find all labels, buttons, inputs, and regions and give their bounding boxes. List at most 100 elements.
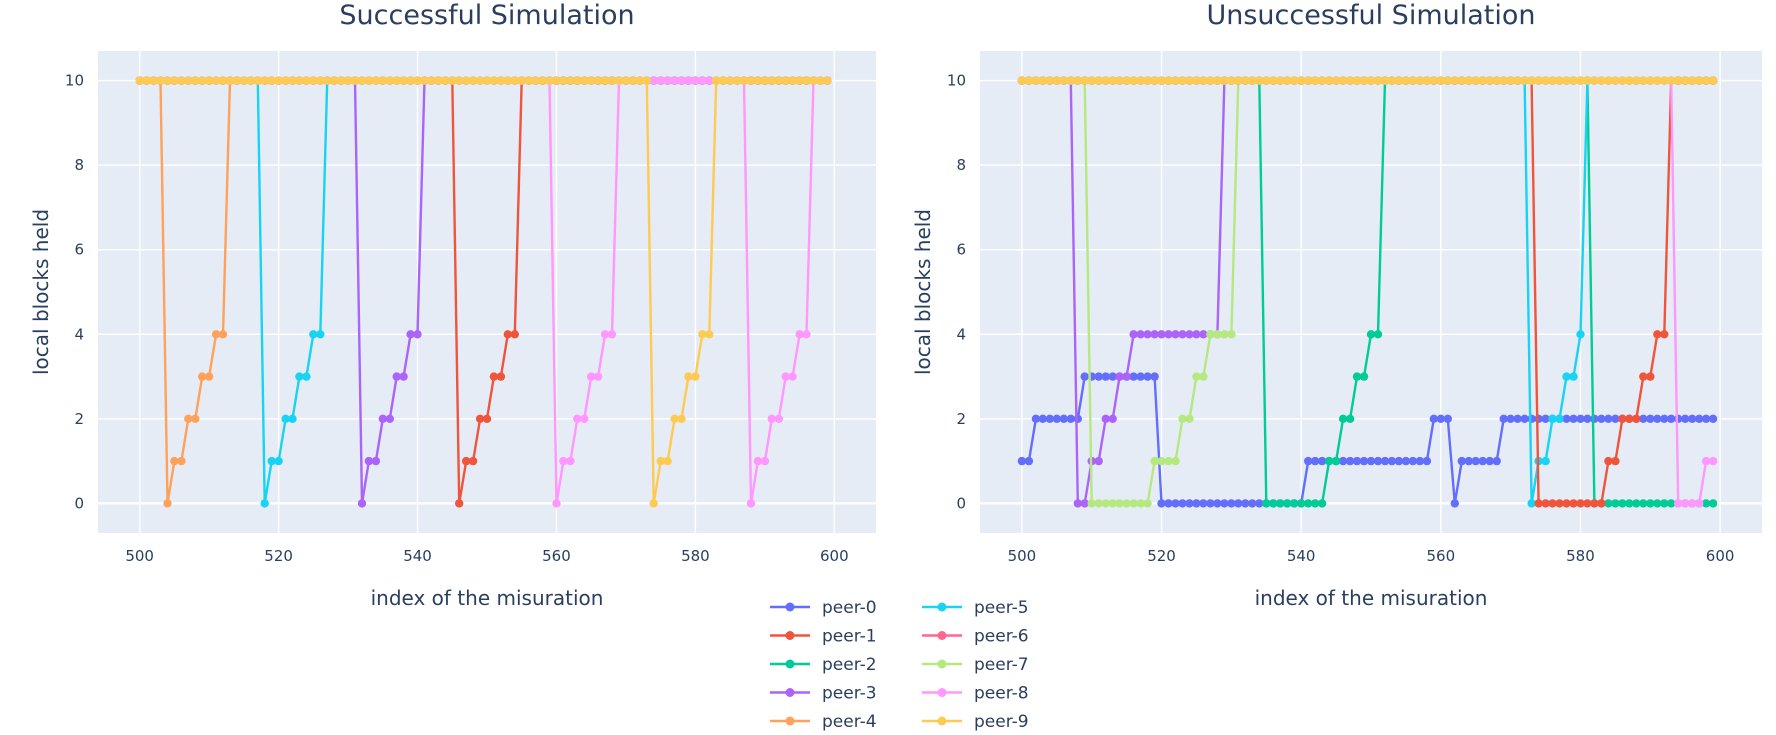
data-point: [1667, 414, 1676, 423]
data-point: [1548, 499, 1557, 508]
data-point: [1227, 330, 1236, 339]
legend-marker: [937, 659, 947, 669]
data-point: [1618, 76, 1627, 85]
data-point: [1150, 372, 1159, 381]
series-peer-9: [1017, 76, 1718, 85]
data-point: [288, 414, 297, 423]
legend-item-peer-3[interactable]: peer-3: [770, 684, 877, 704]
legend-item-peer-6[interactable]: peer-6: [922, 627, 1029, 647]
data-point: [1667, 76, 1676, 85]
data-point: [1359, 76, 1369, 85]
data-point: [573, 76, 582, 85]
data-point: [1136, 330, 1145, 339]
legend-item-peer-9[interactable]: peer-9: [922, 712, 1029, 732]
legend-label: peer-5: [974, 598, 1029, 618]
data-point: [760, 76, 770, 85]
legend-label: peer-0: [822, 598, 877, 618]
data-point: [746, 76, 756, 85]
data-point: [1688, 414, 1697, 423]
data-point: [1129, 499, 1138, 508]
data-point: [1136, 76, 1145, 85]
data-point: [1178, 499, 1187, 508]
data-point: [1548, 76, 1557, 85]
data-point: [260, 499, 269, 508]
plot-successful: 500 520 540 560 580 600 0 2 4 6 8 10 Successful Simu…: [29, 0, 876, 610]
data-point: [1185, 414, 1194, 423]
data-point: [170, 456, 179, 466]
data-point: [1157, 456, 1166, 466]
legend-label: peer-7: [974, 655, 1029, 675]
data-point: [684, 372, 693, 381]
plot-background: [980, 51, 1762, 533]
data-point: [524, 76, 533, 85]
legend-item-peer-0[interactable]: peer-0: [770, 598, 877, 618]
data-point: [1506, 414, 1515, 423]
data-point: [1178, 76, 1187, 85]
data-point: [593, 372, 603, 381]
data-point: [149, 76, 158, 85]
data-point: [809, 76, 818, 85]
data-point: [1366, 76, 1376, 85]
data-point: [1520, 414, 1529, 423]
data-point: [1220, 76, 1229, 85]
data-point: [1611, 499, 1620, 508]
data-point: [1331, 456, 1341, 466]
data-point: [1262, 76, 1271, 85]
data-point: [1017, 76, 1027, 85]
data-point: [1199, 372, 1208, 381]
data-point: [698, 76, 707, 85]
x-tick-label: 580: [681, 547, 710, 565]
data-point: [1359, 456, 1369, 466]
data-point: [135, 76, 144, 85]
data-point: [1695, 414, 1704, 423]
legend-item-peer-8[interactable]: peer-8: [922, 684, 1029, 704]
data-point: [1045, 76, 1055, 85]
data-point: [1024, 456, 1034, 466]
data-point: [1101, 499, 1110, 508]
data-point: [774, 76, 783, 85]
data-point: [649, 499, 658, 508]
data-point: [1338, 76, 1348, 85]
data-point: [1597, 414, 1606, 423]
data-point: [1129, 76, 1138, 85]
legend-item-peer-7[interactable]: peer-7: [922, 655, 1029, 675]
y-tick-label: 8: [74, 156, 84, 174]
data-point: [406, 76, 415, 85]
data-point: [1478, 76, 1487, 85]
data-point: [1681, 499, 1690, 508]
data-point: [1199, 330, 1208, 339]
data-point: [1157, 76, 1166, 85]
data-point: [462, 456, 471, 466]
data-point: [1583, 499, 1592, 508]
data-point: [309, 76, 318, 85]
data-point: [1150, 456, 1159, 466]
data-point: [1415, 76, 1425, 85]
data-point: [1129, 372, 1138, 381]
data-point: [1443, 414, 1453, 423]
data-point: [1087, 499, 1096, 508]
data-point: [316, 330, 325, 339]
legend-item-peer-1[interactable]: peer-1: [770, 627, 877, 647]
data-point: [1317, 76, 1327, 85]
x-axis-title: index of the misuration: [1255, 586, 1488, 610]
data-point: [1485, 76, 1494, 85]
data-point: [1569, 76, 1578, 85]
y-tick-label: 0: [956, 494, 966, 512]
data-point: [503, 330, 512, 339]
data-point: [1569, 414, 1578, 423]
legend-item-peer-5[interactable]: peer-5: [922, 598, 1029, 618]
legend-item-peer-2[interactable]: peer-2: [770, 655, 877, 675]
data-point: [1310, 76, 1320, 85]
data-point: [1534, 499, 1543, 508]
data-point: [1394, 456, 1404, 466]
data-point: [1415, 456, 1425, 466]
data-point: [1541, 499, 1550, 508]
data-point: [267, 456, 276, 466]
data-point: [1101, 372, 1110, 381]
legend-item-peer-4[interactable]: peer-4: [770, 712, 877, 732]
data-point: [211, 76, 221, 85]
y-axis-title: local blocks held: [911, 209, 935, 375]
data-point: [191, 414, 200, 423]
data-point: [1164, 76, 1173, 85]
